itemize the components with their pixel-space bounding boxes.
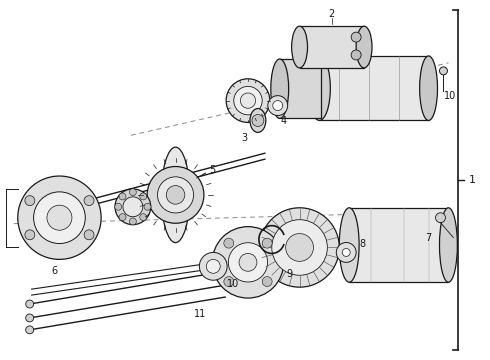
Circle shape [25,326,34,334]
Text: 5: 5 [209,165,216,175]
Circle shape [226,79,270,122]
Circle shape [84,230,94,240]
Ellipse shape [161,147,190,243]
Text: 4: 4 [281,116,287,126]
Circle shape [47,205,72,230]
Circle shape [140,193,147,200]
Circle shape [240,93,256,108]
Circle shape [206,260,220,273]
Circle shape [351,50,361,60]
Ellipse shape [292,26,308,68]
Circle shape [25,230,35,240]
Circle shape [115,203,122,210]
Ellipse shape [271,59,289,118]
Bar [280,59,321,118]
Circle shape [228,243,268,282]
Circle shape [157,177,194,213]
Circle shape [239,253,257,271]
Circle shape [144,203,151,210]
Circle shape [166,186,185,204]
Text: 6: 6 [51,266,57,276]
Ellipse shape [419,56,438,121]
Bar [299,26,364,68]
Circle shape [115,189,151,225]
Circle shape [123,197,143,217]
Circle shape [140,214,147,221]
Circle shape [224,276,234,287]
Circle shape [212,227,284,298]
Circle shape [351,32,361,42]
Circle shape [286,234,314,261]
Circle shape [119,193,126,200]
Text: 7: 7 [425,233,432,243]
Circle shape [147,167,204,223]
Text: 2: 2 [329,9,335,19]
Text: 9: 9 [287,269,293,279]
Text: 3: 3 [241,133,247,143]
Circle shape [129,189,136,195]
Circle shape [436,213,445,223]
Bar [349,208,448,282]
Circle shape [119,214,126,221]
Circle shape [440,67,447,75]
Circle shape [260,208,339,287]
Ellipse shape [440,208,457,282]
Circle shape [199,252,227,280]
Circle shape [34,192,85,244]
Circle shape [234,86,262,115]
Circle shape [342,248,350,256]
Text: 10: 10 [227,279,239,289]
Circle shape [224,238,234,248]
Circle shape [84,195,94,206]
Bar [319,56,429,121]
Circle shape [273,100,283,111]
Circle shape [18,176,101,260]
Ellipse shape [309,56,330,121]
Circle shape [129,218,136,225]
Ellipse shape [250,109,266,132]
Circle shape [25,300,34,308]
Circle shape [262,238,272,248]
Circle shape [272,220,327,275]
Circle shape [268,96,288,116]
Text: 8: 8 [359,239,365,249]
Circle shape [25,314,34,322]
Ellipse shape [339,208,359,282]
Circle shape [252,114,264,126]
Circle shape [336,243,356,262]
Text: 10: 10 [444,91,457,101]
Circle shape [25,195,35,206]
Ellipse shape [356,26,372,68]
Circle shape [262,276,272,287]
Text: 1: 1 [469,175,476,185]
Text: 11: 11 [194,309,206,319]
